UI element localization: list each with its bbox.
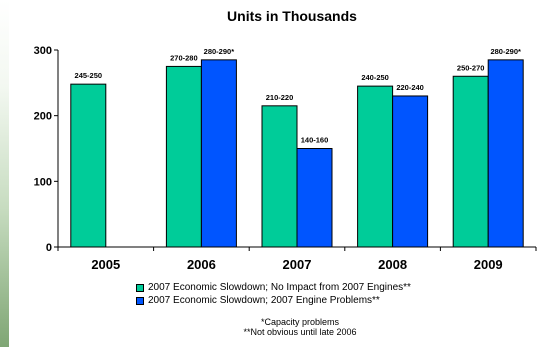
footnote-not-obvious: **Not obvious until late 2006: [243, 327, 357, 337]
x-tick-label: 2007: [283, 257, 312, 272]
y-axis: 0 100 200 300: [34, 45, 59, 254]
bar-series-2-2008: [392, 95, 429, 248]
bar-series-1-2008: [357, 85, 394, 248]
data-label-series-1-2007: 210-220: [266, 93, 294, 102]
bar-series-2-2007: [296, 148, 333, 248]
x-tick-label: 2009: [474, 257, 503, 272]
legend-swatch-series-2: [136, 296, 144, 305]
data-label-series-1-2009: 250-270: [457, 63, 485, 72]
legend-label-series-1: 2007 Economic Slowdown; No Impact from 2…: [148, 282, 411, 293]
data-label-series-2-2008: 220-240: [396, 83, 424, 92]
y-tick-label: 200: [34, 111, 52, 123]
bar-series-2-2006: [200, 59, 237, 248]
x-tick-label: 2008: [378, 257, 407, 272]
y-tick-label: 300: [34, 45, 52, 57]
x-tick-label: 2005: [91, 257, 120, 272]
bar-series-1-2006: [165, 65, 202, 248]
x-tick-label: 2006: [187, 257, 216, 272]
footnotes: *Capacity problems **Not obvious until l…: [0, 317, 540, 337]
data-label-series-1-2005: 245-250: [75, 71, 103, 80]
legend-label-series-2: 2007 Economic Slowdown; 2007 Engine Prob…: [148, 295, 380, 306]
data-label-series-1-2008: 240-250: [361, 73, 389, 82]
footnote-capacity: *Capacity problems: [260, 317, 340, 327]
bar-series-2-2009: [487, 59, 524, 248]
x-axis: 2005 2006 2007 2008 2009: [57, 246, 537, 272]
y-tick-label: 0: [46, 242, 52, 254]
legend-entry-series-2: 2007 Economic Slowdown; 2007 Engine Prob…: [136, 294, 411, 307]
data-label-series-1-2006: 270-280: [170, 53, 198, 62]
side-decoration-strip: [0, 0, 9, 347]
bar-series-1-2005: [70, 83, 107, 248]
chart-title: Units in Thousands: [227, 8, 357, 24]
legend: 2007 Economic Slowdown; No Impact from 2…: [136, 281, 411, 307]
y-tick-label: 100: [34, 176, 52, 188]
bar-series-1-2009: [452, 75, 489, 248]
bars: 245-250 270-280 280-290* 210-220 140-160 240-…: [70, 47, 524, 248]
legend-swatch-series-1: [136, 283, 144, 292]
data-label-series-2-2007: 140-160: [301, 136, 329, 145]
legend-entry-series-1: 2007 Economic Slowdown; No Impact from 2…: [136, 281, 411, 294]
bar-series-1-2007: [261, 105, 298, 248]
data-label-series-2-2006: 280-290*: [204, 47, 235, 56]
data-label-series-2-2009: 280-290*: [490, 47, 521, 56]
